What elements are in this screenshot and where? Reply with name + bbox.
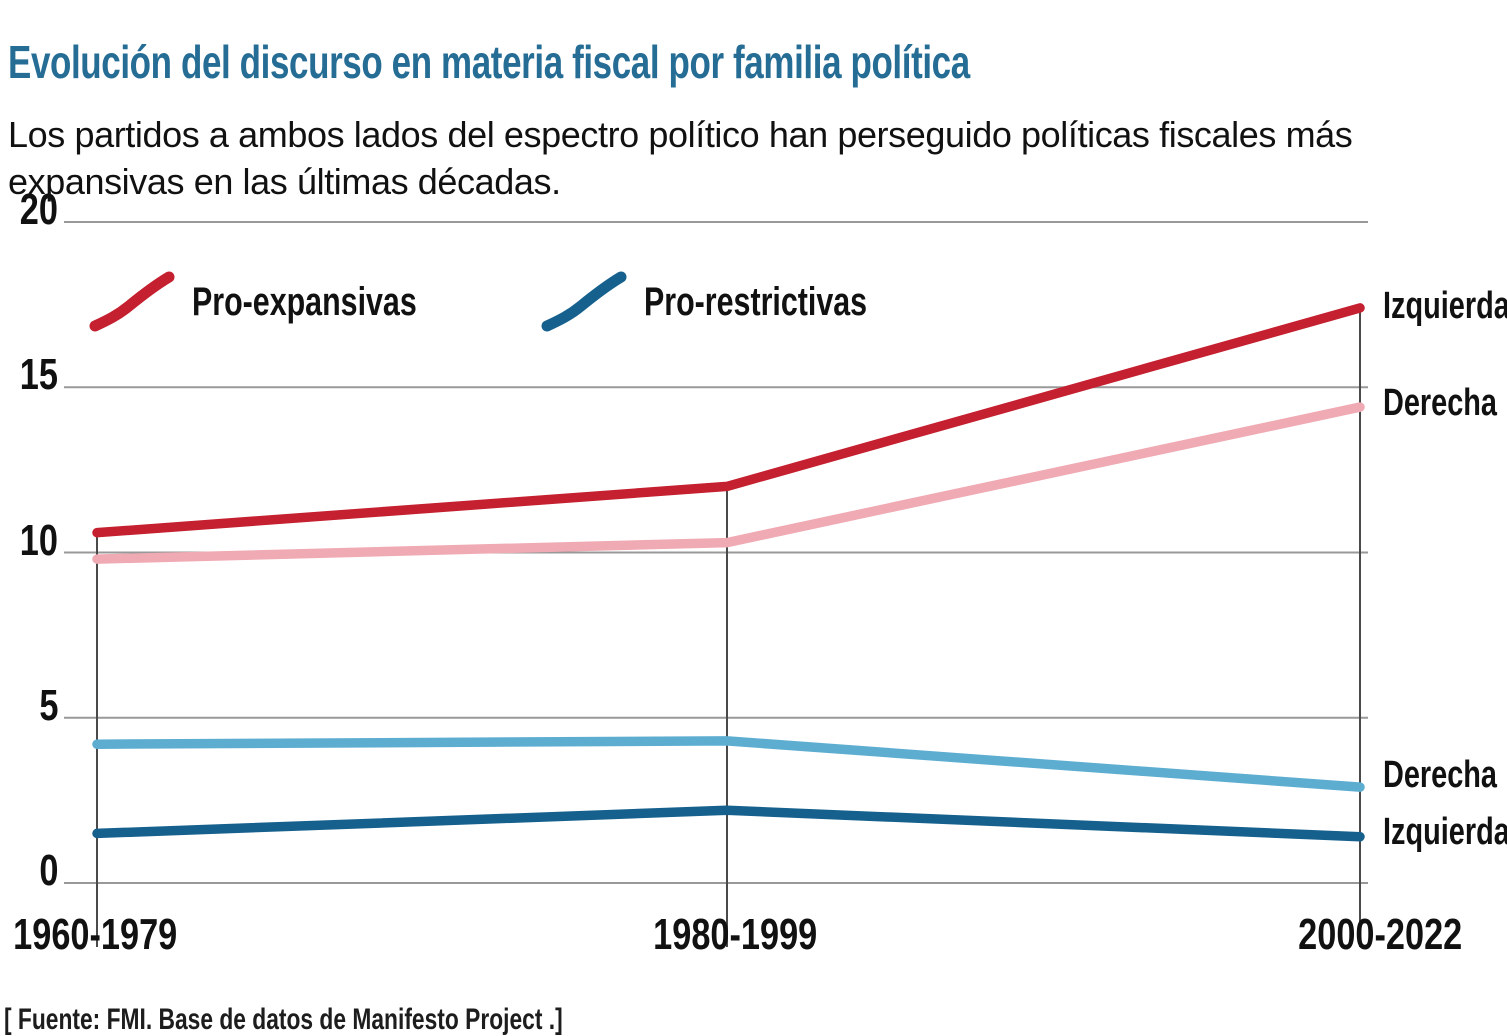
- chart-subtitle: Los partidos a ambos lados del espectro …: [8, 114, 1353, 202]
- series-line-derecha-pro-restrictivas: [92, 736, 1365, 792]
- series-end-label-derecha-expansivas: Derecha: [1383, 382, 1497, 424]
- series-line-derecha-pro-expansivas: [92, 402, 1365, 564]
- legend-label-pro-expansivas: Pro-expansivas: [192, 280, 417, 324]
- series-line-izquierda-pro-restrictivas: [92, 805, 1365, 842]
- source-note: [ Fuente: FMI. Base de datos de Manifest…: [4, 1003, 563, 1036]
- series-end-label-izquierda-restrictivas: Izquierda: [1383, 811, 1507, 853]
- y-tick-10: 10: [19, 516, 58, 565]
- y-tick-5: 5: [38, 681, 58, 730]
- legend-label-pro-restrictivas: Pro-restrictivas: [644, 280, 868, 324]
- legend-item-pro-restrictivas: Pro-restrictivas: [540, 270, 937, 334]
- x-tick-1960-1979: 1960-1979: [12, 910, 178, 959]
- y-tick-20: 20: [19, 185, 58, 234]
- page-title-text: Evolución del discurso en materia fiscal…: [8, 35, 970, 88]
- x-tick-1980-1999: 1980-1999: [652, 910, 818, 959]
- red-line-swoosh-icon: [89, 271, 175, 332]
- series-end-label-izquierda-expansivas: Izquierda: [1383, 285, 1507, 327]
- y-tick-15: 15: [19, 350, 58, 399]
- page-title: Evolución del discurso en materia fiscal…: [8, 35, 1274, 89]
- series-end-label-derecha-restrictivas: Derecha: [1383, 754, 1497, 796]
- legend-item-pro-expansivas: Pro-expansivas: [88, 270, 488, 334]
- x-tick-2000-2022: 2000-2022: [1297, 910, 1463, 959]
- series-line-izquierda-pro-expansivas: [92, 303, 1365, 538]
- blue-line-swoosh-icon: [541, 271, 627, 332]
- y-tick-0: 0: [38, 846, 58, 895]
